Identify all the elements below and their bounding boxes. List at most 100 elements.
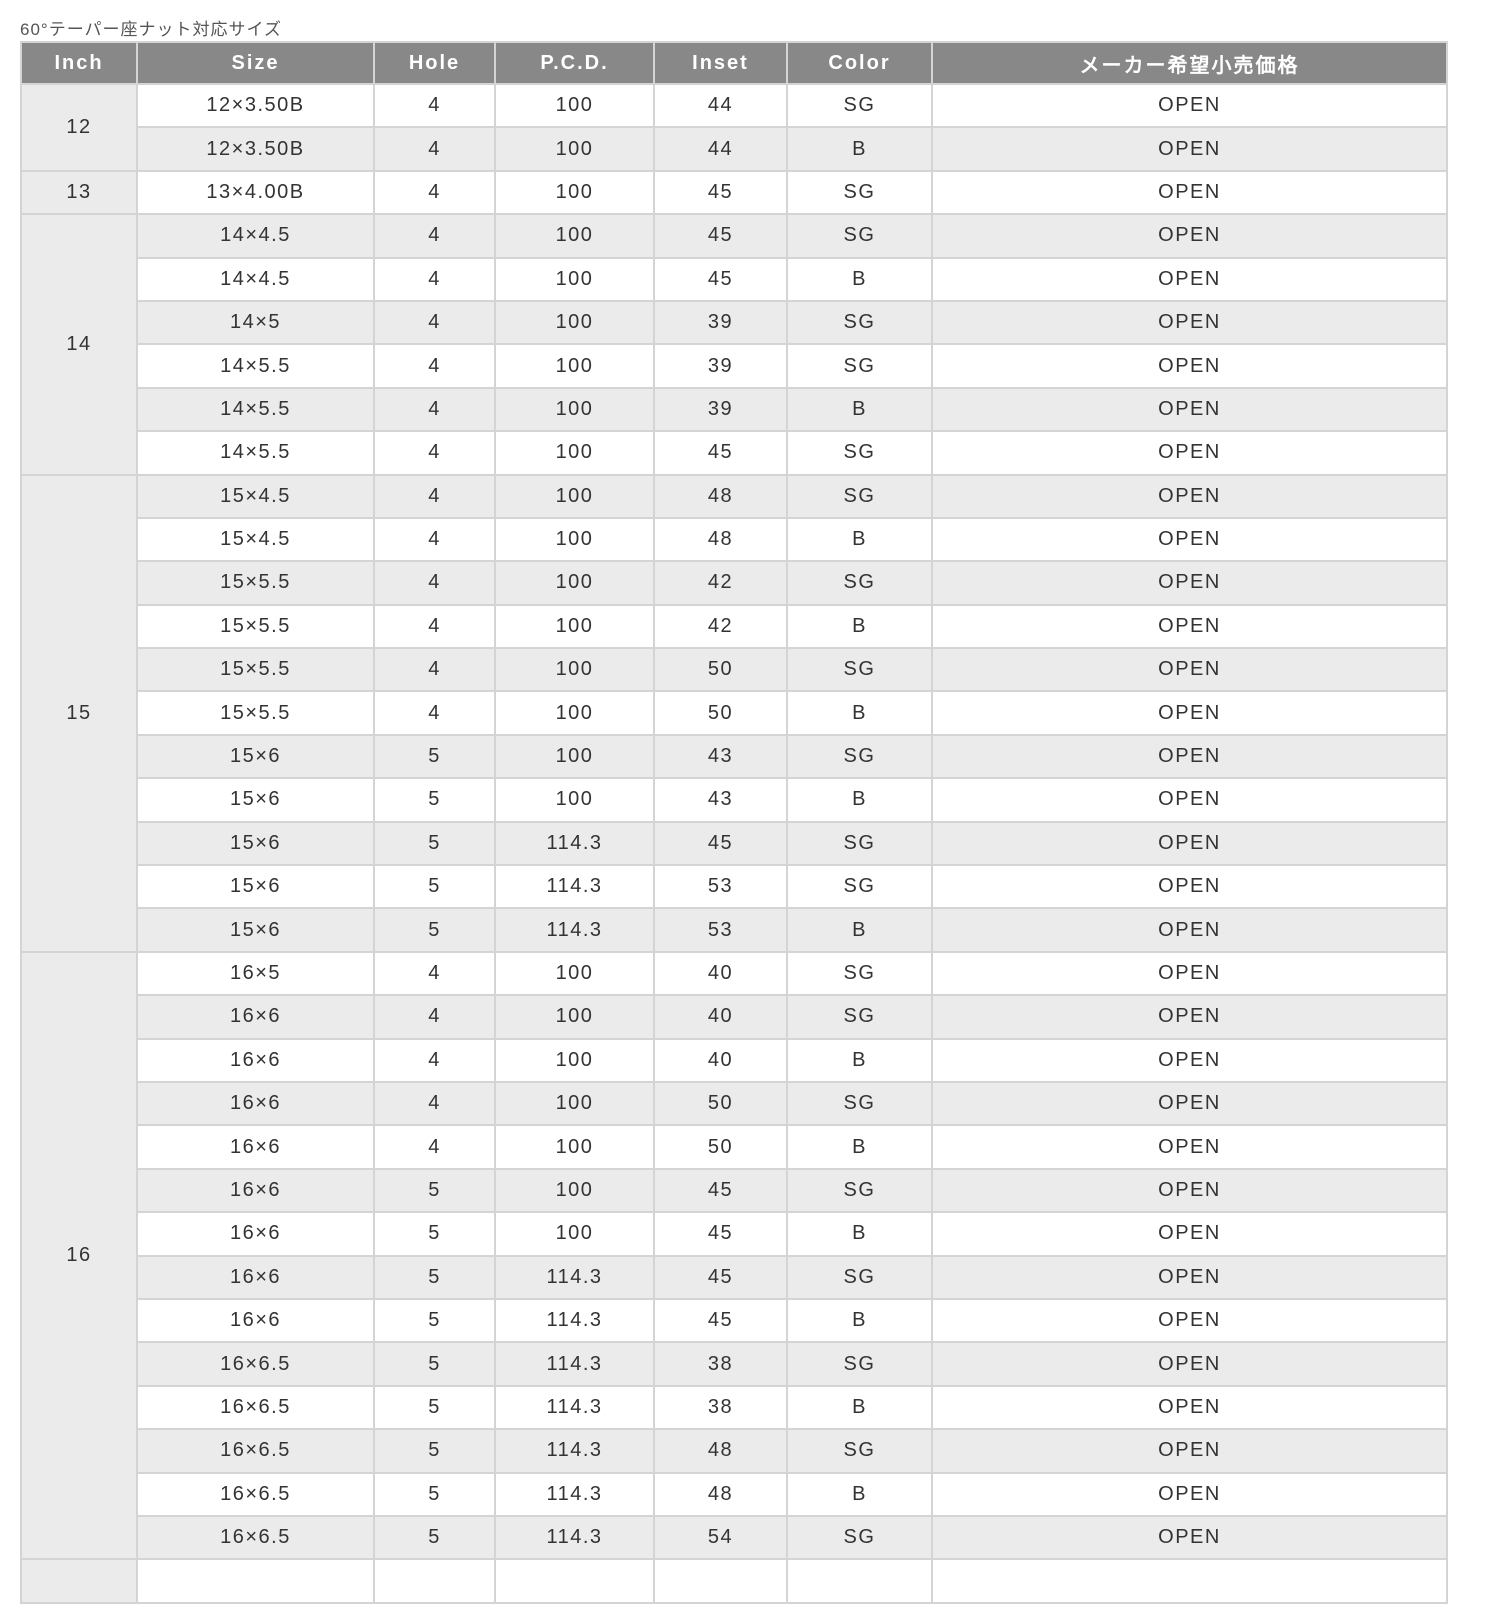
table-cell: 39 [653, 299, 788, 346]
column-header: Inch [20, 41, 138, 85]
table-cell: 38 [653, 1341, 788, 1387]
table-cell: 15×6 [136, 907, 375, 953]
table-row: 15×6 5 114.3 53 SG OPEN [21, 864, 1448, 910]
table-cell: 15×4.5 [136, 516, 375, 563]
table-cell: 114.3 [494, 1471, 655, 1517]
table-cell: OPEN [931, 994, 1448, 1040]
table-row: 16×6 5 114.3 45 SG OPEN [21, 1254, 1448, 1300]
table-cell: 16×6 [136, 994, 375, 1040]
table-cell: 43 [653, 777, 788, 823]
table-cell: 114.3 [494, 1514, 655, 1561]
table-cell: OPEN [931, 1037, 1448, 1083]
table-cell [136, 1558, 375, 1604]
table-cell: 4 [373, 82, 496, 129]
table-cell: OPEN [931, 516, 1448, 563]
column-header: Color [786, 41, 933, 85]
table-cell: OPEN [931, 733, 1448, 780]
header-row: Inch Size Hole P.C.D. Inset Color メーカー希望小売価格 [20, 41, 1448, 85]
table-cell: SG [786, 647, 933, 693]
table-cell: 45 [653, 430, 788, 476]
table-cell: 5 [373, 777, 496, 823]
table-cell: SG [786, 473, 933, 519]
table-row: 16×6.5 5 114.3 38 B OPEN [21, 1384, 1448, 1431]
table-cell: OPEN [931, 1211, 1448, 1257]
table-row: 16×6.5 5 114.3 48 SG OPEN [21, 1428, 1448, 1474]
table-cell: 5 [373, 733, 496, 780]
table-cell: 4 [373, 516, 496, 563]
table-cell: 16×5 [136, 950, 375, 997]
table-cell: 42 [653, 603, 788, 650]
table-cell: B [786, 1211, 933, 1257]
table-cell: 4 [373, 299, 496, 346]
table-cell: B [786, 690, 933, 736]
table-cell: 5 [373, 1167, 496, 1214]
table-cell: SG [786, 1514, 933, 1561]
table-cell: 14×4.5 [136, 256, 375, 302]
table-row: 16×6 5 100 45 SG OPEN [21, 1167, 1448, 1214]
inch-cell: 15 [20, 473, 138, 953]
table-cell: 5 [373, 1471, 496, 1517]
table-cell: 100 [494, 1037, 655, 1083]
table-cell: OPEN [931, 213, 1448, 259]
table-cell: OPEN [931, 386, 1448, 433]
table-cell [931, 1558, 1448, 1604]
inch-cell: 16 [20, 950, 138, 1561]
table-row: 16×6 5 114.3 45 B OPEN [21, 1297, 1448, 1344]
table-cell: OPEN [931, 1167, 1448, 1214]
table-cell [373, 1558, 496, 1604]
table-cell: OPEN [931, 82, 1448, 129]
table-cell: SG [786, 82, 933, 129]
table-cell: 114.3 [494, 907, 655, 953]
column-header: Size [136, 41, 375, 85]
table-cell: 38 [653, 1384, 788, 1431]
table-cell: 100 [494, 299, 655, 346]
table-cell: 16×6.5 [136, 1471, 375, 1517]
table-cell: 5 [373, 820, 496, 867]
table-cell: 48 [653, 1471, 788, 1517]
table-row: 15×5.5 4 100 42 SG OPEN [21, 560, 1448, 606]
table-cell: 4 [373, 213, 496, 259]
table-cell: 100 [494, 213, 655, 259]
table-cell: 114.3 [494, 1341, 655, 1387]
table-cell: SG [786, 1080, 933, 1127]
table-cell: 45 [653, 256, 788, 302]
table-cell: OPEN [931, 1384, 1448, 1431]
table-cell: 4 [373, 690, 496, 736]
table-cell: 100 [494, 1211, 655, 1257]
table-cell: 4 [373, 1080, 496, 1127]
table-row: 12×3.50B 4 100 44 B OPEN [21, 126, 1448, 172]
wheel-size-table: Inch Size Hole P.C.D. Inset Color メーカー希望小売価格 1… [20, 41, 1448, 1604]
table-cell: B [786, 1124, 933, 1170]
table-cell: SG [786, 950, 933, 997]
table-cell: 48 [653, 473, 788, 519]
table-cell: 5 [373, 1384, 496, 1431]
table-cell: SG [786, 213, 933, 259]
table-cell: OPEN [931, 820, 1448, 867]
table-cell: OPEN [931, 647, 1448, 693]
table-cell: 4 [373, 560, 496, 606]
table-cell: B [786, 1471, 933, 1517]
table-cell: OPEN [931, 1254, 1448, 1300]
table-cell: 39 [653, 386, 788, 433]
table-cell: OPEN [931, 1297, 1448, 1344]
table-cell: 40 [653, 1037, 788, 1083]
table-row: 14×5.5 4 100 39 B OPEN [21, 386, 1448, 433]
table-row: 15×6 5 114.3 45 SG OPEN [21, 820, 1448, 867]
table-cell: SG [786, 1428, 933, 1474]
table-cell: 45 [653, 1211, 788, 1257]
table-cell: 15×5.5 [136, 560, 375, 606]
table-cell: OPEN [931, 864, 1448, 910]
table-cell: B [786, 907, 933, 953]
table-row: 13 13×4.00B 4 100 45 SG OPEN [20, 169, 1448, 216]
table-cell: B [786, 1384, 933, 1431]
table-cell: OPEN [931, 560, 1448, 606]
table-cell: 12×3.50B [136, 126, 375, 172]
table-cell: OPEN [931, 777, 1448, 823]
table-cell: 4 [373, 386, 496, 433]
table-cell: SG [786, 1167, 933, 1214]
table-cell: 100 [494, 386, 655, 433]
table-cell: 100 [494, 82, 655, 129]
table-cell: 54 [653, 1514, 788, 1561]
table-cell: 5 [373, 1514, 496, 1561]
table-cell: 100 [494, 1124, 655, 1170]
